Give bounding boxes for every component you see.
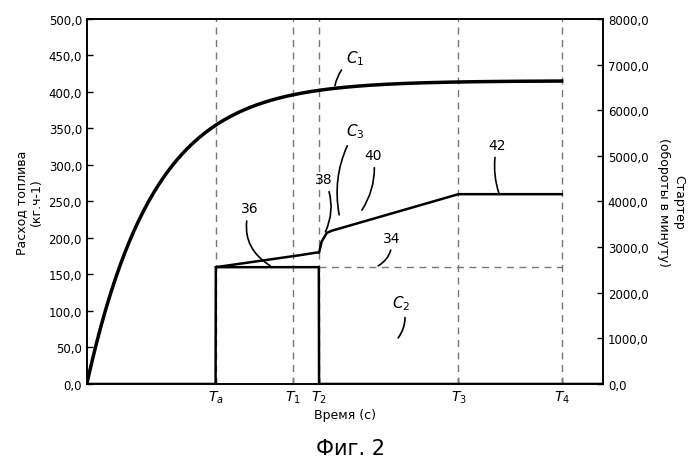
X-axis label: Время (с): Время (с) bbox=[314, 408, 376, 421]
Text: $C_1$: $C_1$ bbox=[335, 50, 365, 86]
Y-axis label: Стартер
(обороты в минуту): Стартер (обороты в минуту) bbox=[657, 138, 685, 266]
Text: $C_3$: $C_3$ bbox=[337, 123, 365, 215]
Text: 40: 40 bbox=[362, 149, 382, 211]
Y-axis label: Расход топлива
(кг.ч-1): Расход топлива (кг.ч-1) bbox=[15, 150, 43, 254]
Text: 38: 38 bbox=[316, 173, 333, 232]
Text: Фиг. 2: Фиг. 2 bbox=[316, 438, 384, 459]
Text: 34: 34 bbox=[378, 231, 400, 266]
Text: 42: 42 bbox=[489, 139, 506, 194]
Text: $C_2$: $C_2$ bbox=[393, 294, 411, 338]
Text: 36: 36 bbox=[241, 202, 270, 266]
